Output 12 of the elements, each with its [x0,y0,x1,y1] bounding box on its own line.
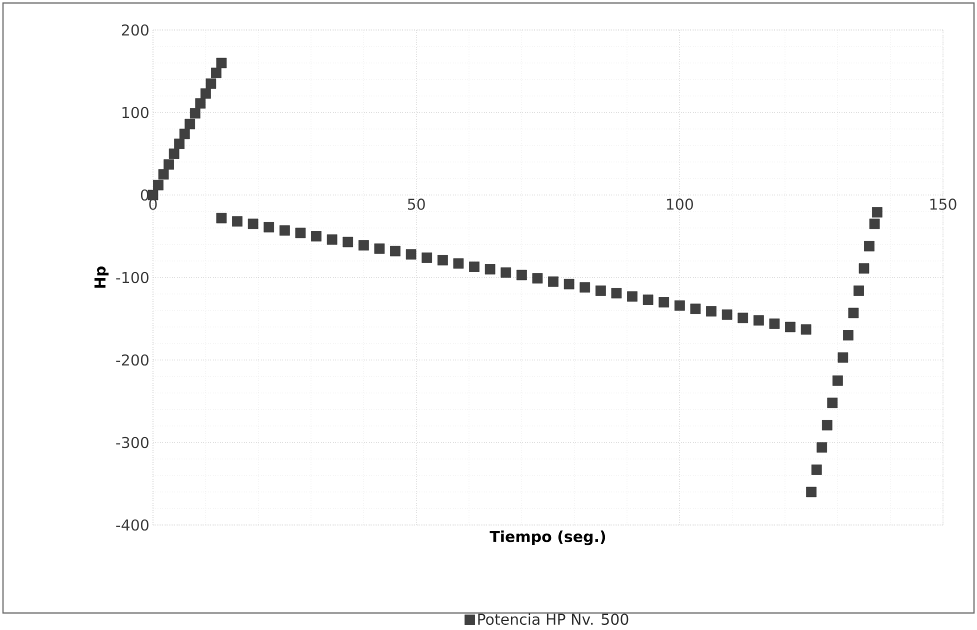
x-tick-label: 100 [667,198,693,210]
x-tick-label: 50 [408,198,425,210]
y-tick-label: 200 [122,24,148,36]
y-tick-label: 100 [122,106,148,118]
y-tick-label: -200 [116,354,148,366]
y-axis-title: Hp [94,266,109,288]
x-tick-label: 150 [930,198,956,210]
y-tick-label: -400 [116,519,148,531]
y-tick-label: -100 [116,272,148,284]
x-axis-title: Tiempo (seg.) [490,530,606,546]
y-tick-label: -300 [116,436,148,448]
legend-label: Potencia HP Nv. 500 [478,613,628,625]
